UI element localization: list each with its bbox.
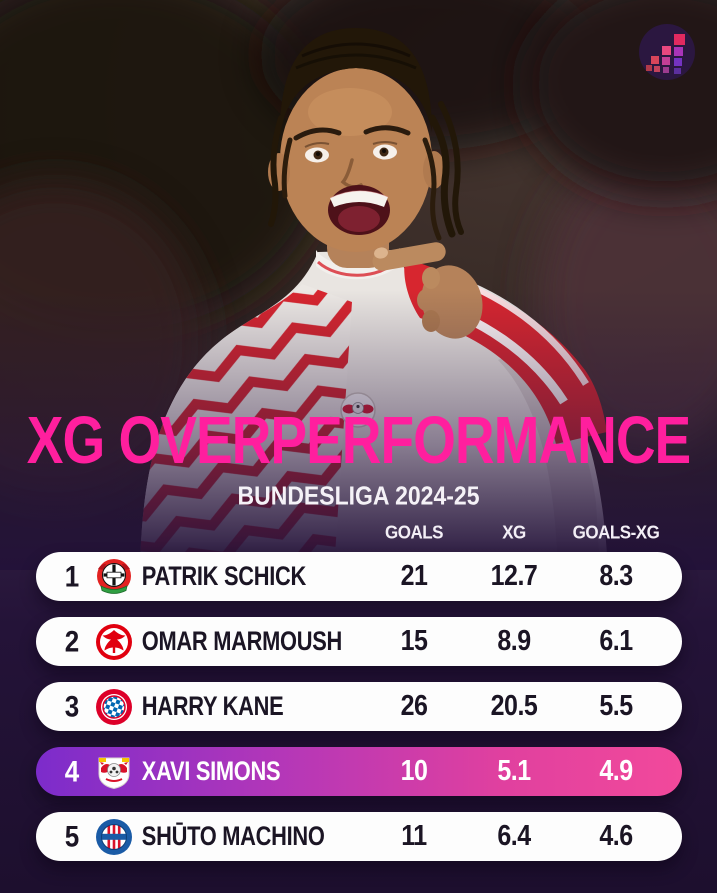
xg-value: 6.4 [497, 819, 531, 853]
goals-minus-xg-value: 4.9 [599, 754, 633, 788]
xg-value: 12.7 [490, 559, 538, 593]
leipzig-crest-icon [98, 757, 130, 789]
header-xg: XG [502, 522, 526, 543]
table-header: GOALS XG GOALS-XG [36, 520, 682, 546]
stats-table: GOALS XG GOALS-XG 1 PATRIK SCHICK 21 12 [36, 520, 682, 877]
rank-value: 1 [64, 558, 80, 594]
goals-value: 10 [400, 754, 428, 788]
brand-logo [638, 23, 696, 81]
goals-value: 26 [400, 689, 428, 723]
player-name: PATRIK SCHICK [141, 560, 307, 591]
goals-value: 15 [400, 624, 428, 658]
goals-minus-xg-value: 8.3 [599, 559, 633, 593]
goals-minus-xg-value: 4.6 [599, 819, 633, 853]
goals-value: 11 [401, 819, 427, 853]
header-goals: GOALS [385, 522, 443, 543]
player-name: XAVI SIMONS [141, 755, 281, 786]
xg-value: 20.5 [490, 689, 538, 723]
player-name: SHŪTO MACHINO [141, 820, 325, 851]
table-row-2: 2 OMAR MARMOUSH 15 8.9 6.1 [36, 617, 682, 666]
club-badge-holstein-kiel [90, 817, 138, 857]
goals-value: 21 [400, 559, 428, 593]
rank-value: 3 [64, 688, 80, 724]
goals-minus-xg-value: 5.5 [599, 689, 633, 723]
player-name: OMAR MARMOUSH [141, 625, 343, 656]
player-photo-illustration [0, 0, 717, 570]
player-name: HARRY KANE [141, 690, 284, 721]
pixel-bar-chart-icon [639, 24, 695, 80]
rank-value: 4 [64, 753, 80, 789]
table-row-1: 1 PATRIK SCHICK 21 12.7 8.3 [36, 552, 682, 601]
table-row-3: 3 HARRY KANE 26 20.5 [36, 682, 682, 731]
club-badge-bayern [90, 687, 138, 727]
club-badge-leverkusen [90, 557, 138, 597]
xg-value: 5.1 [497, 754, 531, 788]
header-goals-minus-xg: GOALS-XG [572, 522, 660, 543]
rank-value: 2 [64, 623, 80, 659]
holstein-kiel-crest-icon [96, 818, 132, 855]
bayern-crest-icon [96, 688, 132, 725]
table-row-4-highlighted: 4 XAVI SIMONS 10 5.1 4. [36, 747, 682, 796]
leverkusen-crest-icon [97, 558, 131, 594]
club-badge-leipzig [90, 752, 138, 792]
rank-value: 5 [64, 818, 80, 854]
table-row-5: 5 SHŪTO MACHINO 11 6.4 4.6 [36, 812, 682, 861]
goals-minus-xg-value: 6.1 [599, 624, 633, 658]
subtitle: BUNDESLIGA 2024-25 [237, 481, 480, 511]
club-badge-frankfurt [90, 622, 138, 662]
xg-value: 8.9 [497, 624, 531, 658]
frankfurt-crest-icon [96, 623, 132, 660]
page-title: XG OVERPERFORMANCE [26, 402, 691, 478]
